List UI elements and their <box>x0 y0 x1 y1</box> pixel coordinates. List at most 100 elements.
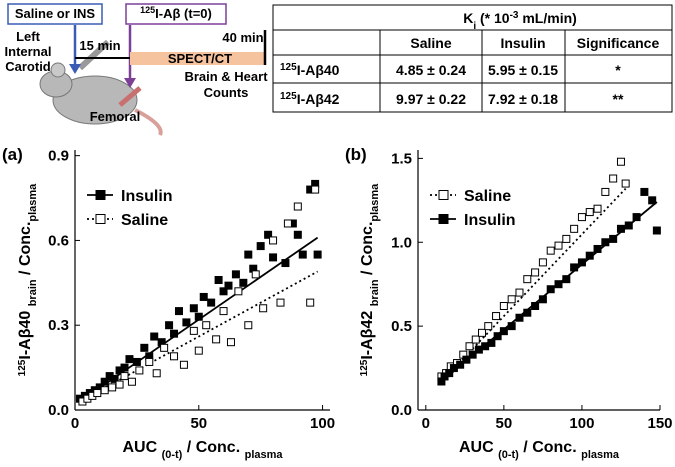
point <box>499 327 508 336</box>
point <box>484 322 493 331</box>
text: / Conc. <box>17 222 34 280</box>
chart: (b) 0.0 0.5 1.0 1.5 0 50 100 150 AUC (0-t) / Conc… <box>345 145 673 461</box>
point <box>478 328 487 337</box>
point <box>554 241 563 250</box>
syringe <box>77 39 111 71</box>
text: / Conc. <box>519 439 581 456</box>
row-header: 125I-Aβ40 <box>280 62 340 79</box>
mouse-tail <box>134 108 163 136</box>
cell: ** <box>613 91 624 107</box>
y-tick-label: 0.6 <box>48 232 69 249</box>
scan-label: SPECT/CT <box>168 51 232 66</box>
mouse-ear <box>50 62 66 78</box>
time-label: 15 min <box>79 38 120 53</box>
mouse-body <box>52 75 138 125</box>
point <box>462 355 471 364</box>
point <box>601 187 610 196</box>
point <box>244 321 253 330</box>
point <box>100 386 109 395</box>
table-title: Ki (* 10-3 mL/min) <box>463 10 577 32</box>
subscript: plasma <box>581 449 620 461</box>
point <box>616 157 625 166</box>
text: I-Aβ (t=0) <box>155 6 212 21</box>
site-line: Left <box>16 29 41 44</box>
femoral-label: Femoral <box>90 109 141 124</box>
point <box>189 326 198 335</box>
point <box>546 246 555 255</box>
point <box>468 350 477 359</box>
text: I-Aβ42 <box>297 91 340 107</box>
table-border <box>272 4 673 113</box>
subscript: plasma <box>27 183 39 222</box>
point <box>306 298 315 307</box>
point <box>160 343 169 352</box>
cell: 5.95 ± 0.15 <box>488 62 558 78</box>
legend-label: Insulin <box>121 188 173 205</box>
x-tick-label: 100 <box>310 415 335 432</box>
subscript: (0-t) <box>498 449 519 461</box>
y-tick-label: 0.3 <box>48 317 69 334</box>
point <box>632 213 641 222</box>
point <box>585 208 594 217</box>
column-header: Saline <box>410 35 451 51</box>
subscript: plasma <box>369 183 381 222</box>
point <box>492 312 501 321</box>
site-line: Carotid <box>5 59 51 74</box>
superscript: 125 <box>359 359 370 376</box>
point <box>170 352 179 361</box>
dose-label: Saline or INS <box>15 6 96 21</box>
x-axis-label: AUC (0-t) / Conc. plasma <box>122 439 283 461</box>
point <box>264 230 273 239</box>
point <box>140 343 149 352</box>
point <box>207 298 216 307</box>
point <box>538 295 547 304</box>
point <box>499 302 508 310</box>
point <box>523 275 532 284</box>
point <box>621 179 630 188</box>
legend-label: Insulin <box>464 212 516 229</box>
point <box>226 338 235 347</box>
point <box>515 313 524 322</box>
point <box>212 335 221 344</box>
column-header: Insulin <box>500 35 545 51</box>
point <box>493 332 502 341</box>
point <box>234 287 243 296</box>
time-label: 40 min <box>222 30 263 45</box>
counts-line: Counts <box>204 85 249 100</box>
point <box>507 322 516 331</box>
point <box>293 202 302 211</box>
diagram: Saline or INS 125I-Aβ (t=0) Left Interna… <box>5 3 268 136</box>
fit-line <box>79 270 319 403</box>
point <box>219 307 228 316</box>
tracer-box <box>125 3 227 25</box>
point <box>219 287 228 296</box>
cell: 7.92 ± 0.18 <box>488 91 558 107</box>
point <box>298 250 307 259</box>
point <box>120 372 129 381</box>
y-tick-label: 1.0 <box>391 234 412 251</box>
point <box>577 258 586 267</box>
text: AUC <box>459 439 498 456</box>
point <box>293 230 302 239</box>
point <box>127 377 136 386</box>
text: AUC <box>122 439 161 456</box>
arrow-head <box>124 78 136 88</box>
point <box>276 298 285 307</box>
legend-marker <box>438 214 449 224</box>
point <box>465 342 474 351</box>
superscript: 125 <box>17 359 28 376</box>
legend-marker <box>95 190 106 200</box>
point <box>593 204 602 213</box>
point <box>593 244 602 253</box>
point <box>538 258 547 267</box>
point <box>244 250 253 259</box>
point <box>179 360 188 369</box>
legend-label: Saline <box>121 212 168 229</box>
point <box>531 302 540 310</box>
text: I-Aβ42 <box>359 306 376 359</box>
y-axis-label: 125I-Aβ40 brain / Conc.plasma <box>17 183 40 377</box>
point <box>570 263 579 272</box>
panel-label: (a) <box>2 145 23 164</box>
point <box>150 332 159 341</box>
point <box>194 346 203 355</box>
